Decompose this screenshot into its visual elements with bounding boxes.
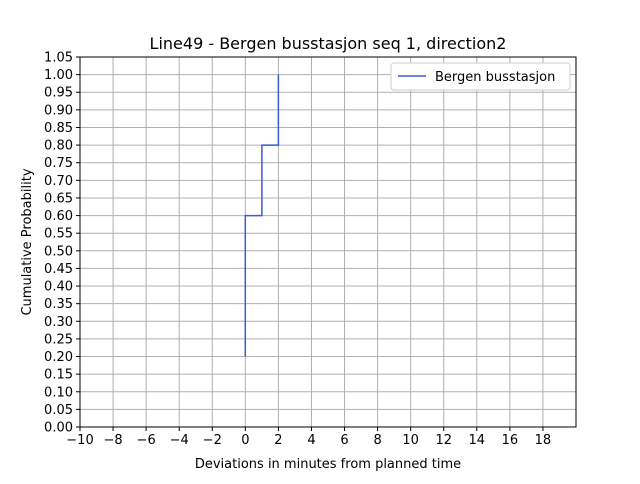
- y-tick-label: 0.35: [44, 297, 73, 312]
- y-tick-label: 0.90: [44, 103, 73, 118]
- y-tick-label: 0.55: [44, 227, 73, 242]
- y-tick-label: 0.15: [44, 368, 73, 383]
- x-tick-label: 12: [435, 433, 452, 448]
- y-tick-label: 0.65: [44, 191, 73, 206]
- x-tick-label: −4: [170, 433, 189, 448]
- y-tick-label: 0.45: [44, 262, 73, 277]
- x-tick-label: −8: [103, 433, 122, 448]
- chart-title: Line49 - Bergen busstasjon seq 1, direct…: [150, 34, 507, 53]
- y-tick-label: 0.30: [44, 315, 73, 330]
- x-tick-label: −6: [137, 433, 156, 448]
- y-tick-label: 0.00: [44, 421, 73, 436]
- x-tick-label: 6: [340, 433, 348, 448]
- y-tick-label: 0.95: [44, 86, 73, 101]
- x-tick-label: 2: [274, 433, 282, 448]
- y-tick-label: 0.75: [44, 156, 73, 171]
- y-tick-label: 0.25: [44, 332, 73, 347]
- x-tick-label: 14: [469, 433, 486, 448]
- y-tick-label: 0.20: [44, 350, 73, 365]
- x-tick-label: 8: [373, 433, 381, 448]
- x-tick-label: 4: [307, 433, 315, 448]
- y-axis-label: Cumulative Probability: [20, 168, 35, 315]
- y-tick-label: 0.85: [44, 121, 73, 136]
- x-tick-label: 10: [402, 433, 419, 448]
- y-tick-label: 1.00: [44, 68, 73, 83]
- y-tick-label: 0.60: [44, 209, 73, 224]
- y-tick-label: 0.10: [44, 385, 73, 400]
- series-layer: [244, 74, 280, 357]
- x-tick-label: −10: [66, 433, 93, 448]
- x-tick-label: 18: [535, 433, 552, 448]
- y-tick-label: 1.05: [44, 51, 73, 66]
- y-tick-label: 0.50: [44, 244, 73, 259]
- axis-ticks: −10 −8 −6 −4 −2 0 2 4 6 8 10 12 14 16 18 0.00 0.05 0.10 0.…: [44, 51, 551, 449]
- legend-label-bergen-busstasjon: Bergen busstasjon: [435, 70, 555, 85]
- plot-frame: [79, 56, 577, 428]
- series-line-bergen-busstasjon: [244, 74, 280, 357]
- y-tick-label: 0.80: [44, 139, 73, 154]
- legend: Bergen busstasjon: [390, 62, 571, 91]
- legend-box: [390, 62, 571, 91]
- y-tick-label: 0.70: [44, 174, 73, 189]
- y-tick-label: 0.05: [44, 403, 73, 418]
- y-tick-label: 0.40: [44, 280, 73, 295]
- x-tick-label: −2: [203, 433, 222, 448]
- x-tick-label: 0: [241, 433, 249, 448]
- x-tick-label: 16: [502, 433, 519, 448]
- x-axis-label: Deviations in minutes from planned time: [195, 457, 461, 472]
